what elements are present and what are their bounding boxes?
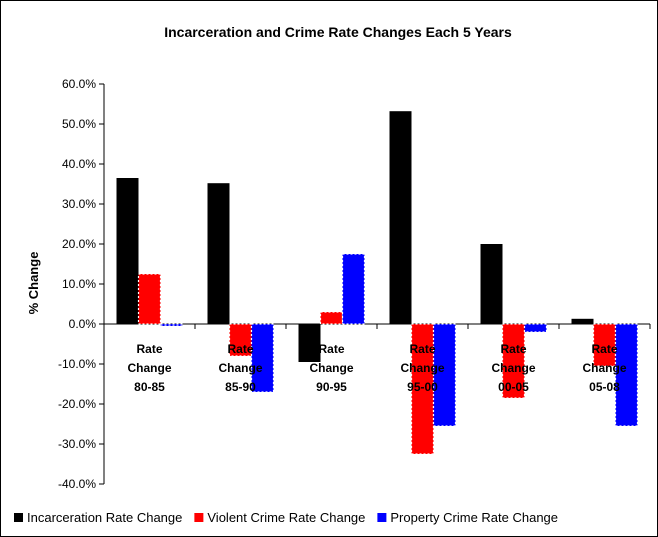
x-category-label: Change [127, 361, 171, 375]
bar-property-crime [159, 323, 184, 327]
bar-incarceration [298, 324, 321, 362]
x-category-label: Rate [500, 342, 526, 356]
x-category-label: Change [218, 361, 262, 375]
legend: Incarceration Rate Change Violent Crime R… [14, 510, 558, 525]
x-category-label: 05-08 [589, 380, 620, 394]
y-tick-label: 50.0% [62, 117, 96, 131]
y-tick-label: 30.0% [62, 197, 96, 211]
x-category-label: 95-00 [407, 380, 438, 394]
y-tick-label: -10.0% [58, 357, 96, 371]
bar-violent-crime [137, 273, 162, 325]
y-tick-label: 0.0% [69, 317, 97, 331]
y-tick-label: -40.0% [58, 477, 96, 491]
bar-incarceration [389, 111, 412, 324]
x-category-label: 80-85 [134, 380, 165, 394]
y-tick-label: 20.0% [62, 237, 96, 251]
y-tick-label: -30.0% [58, 437, 96, 451]
bar-violent-crime [319, 311, 344, 325]
x-category-label: Change [400, 361, 444, 375]
x-category-label: Rate [136, 342, 162, 356]
y-tick-label: 10.0% [62, 277, 96, 291]
y-tick-label: 60.0% [62, 77, 96, 91]
bar-property-crime [614, 323, 639, 427]
bar-property-crime [341, 253, 366, 325]
plot-area: 60.0% 50.0% 40.0% 30.0% 20.0% 10.0% 0.0% -10.0%… [58, 77, 651, 491]
bar-violent-crime [501, 323, 526, 399]
chart-title: Incarceration and Crime Rate Changes Eac… [164, 24, 512, 40]
legend-entry: Violent Crime Rate Change [207, 510, 365, 525]
x-category-label: 90-95 [316, 380, 347, 394]
y-tick-label: -20.0% [58, 397, 96, 411]
bar-violent-crime [410, 323, 435, 455]
legend-entry: Property Crime Rate Change [390, 510, 558, 525]
bar-incarceration [571, 318, 594, 324]
bar-property-crime [250, 323, 275, 393]
x-category-label: Change [491, 361, 535, 375]
bar-property-crime [523, 323, 548, 333]
bar-property-crime [432, 323, 457, 427]
x-category-label: Rate [409, 342, 435, 356]
legend-swatch [194, 513, 204, 522]
x-category-label: Change [309, 361, 353, 375]
y-tick-label: 40.0% [62, 157, 96, 171]
legend-entry: Incarceration Rate Change [27, 510, 182, 525]
legend-swatch [377, 513, 387, 522]
x-category-label: 00-05 [498, 380, 529, 394]
bar-incarceration [207, 183, 230, 324]
x-category-label: Change [582, 361, 626, 375]
bar-incarceration [480, 244, 503, 324]
y-axis-label: % Change [26, 252, 41, 315]
x-category-label: Rate [227, 342, 253, 356]
x-category-label: 85-90 [225, 380, 256, 394]
bar-violent-crime [592, 323, 617, 367]
x-category-label: Rate [591, 342, 617, 356]
bar-incarceration [116, 178, 139, 324]
legend-swatch [14, 513, 23, 522]
x-category-label: Rate [318, 342, 344, 356]
